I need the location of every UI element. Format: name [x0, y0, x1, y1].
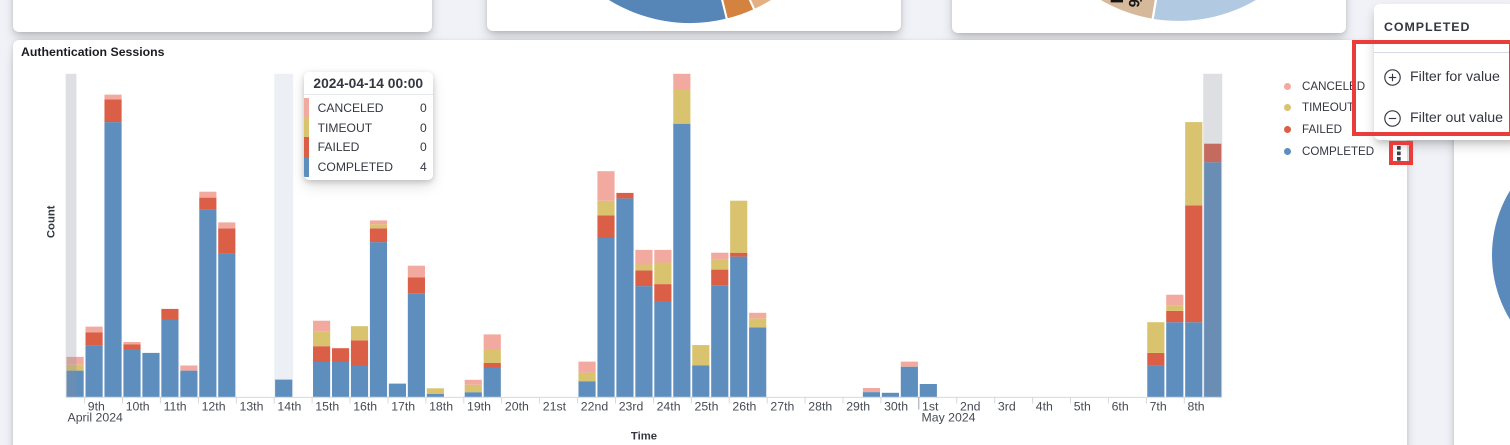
svg-text:9th: 9th	[88, 400, 105, 414]
svg-text:Count: Count	[46, 205, 58, 238]
svg-text:2nd: 2nd	[960, 400, 981, 414]
svg-text:20th: 20th	[505, 400, 529, 414]
svg-text:12th: 12th	[202, 400, 226, 414]
svg-text:19th: 19th	[467, 400, 491, 414]
svg-text:18th: 18th	[429, 400, 453, 414]
svg-text:15th: 15th	[315, 400, 339, 414]
svg-text:7th: 7th	[1150, 400, 1167, 414]
svg-text:29th: 29th	[846, 400, 870, 414]
svg-text:16th: 16th	[353, 400, 377, 414]
svg-text:5th: 5th	[1074, 400, 1091, 414]
svg-text:22nd: 22nd	[581, 400, 609, 414]
svg-text:27th: 27th	[770, 400, 794, 414]
svg-text:26th: 26th	[732, 400, 756, 414]
svg-text:6th: 6th	[1112, 400, 1129, 414]
svg-text:28th: 28th	[808, 400, 832, 414]
svg-text:30th: 30th	[884, 400, 908, 414]
svg-text:6: 6	[1125, 0, 1143, 8]
svg-text:8th: 8th	[1188, 400, 1205, 414]
svg-text:25th: 25th	[695, 400, 719, 414]
svg-text:21st: 21st	[543, 400, 567, 414]
svg-text:10th: 10th	[126, 400, 150, 414]
svg-text:April 2024: April 2024	[68, 411, 124, 425]
svg-text:13th: 13th	[240, 400, 264, 414]
svg-text:May 2024: May 2024	[922, 411, 976, 425]
svg-text:3rd: 3rd	[998, 400, 1016, 414]
svg-text:Time: Time	[631, 431, 657, 443]
svg-text:23rd: 23rd	[619, 400, 644, 414]
svg-text:4th: 4th	[1036, 400, 1053, 414]
svg-text:14th: 14th	[277, 400, 301, 414]
svg-text:17th: 17th	[391, 400, 415, 414]
svg-text:1st: 1st	[922, 400, 939, 414]
svg-text:24th: 24th	[657, 400, 681, 414]
svg-text:11th: 11th	[164, 400, 187, 414]
